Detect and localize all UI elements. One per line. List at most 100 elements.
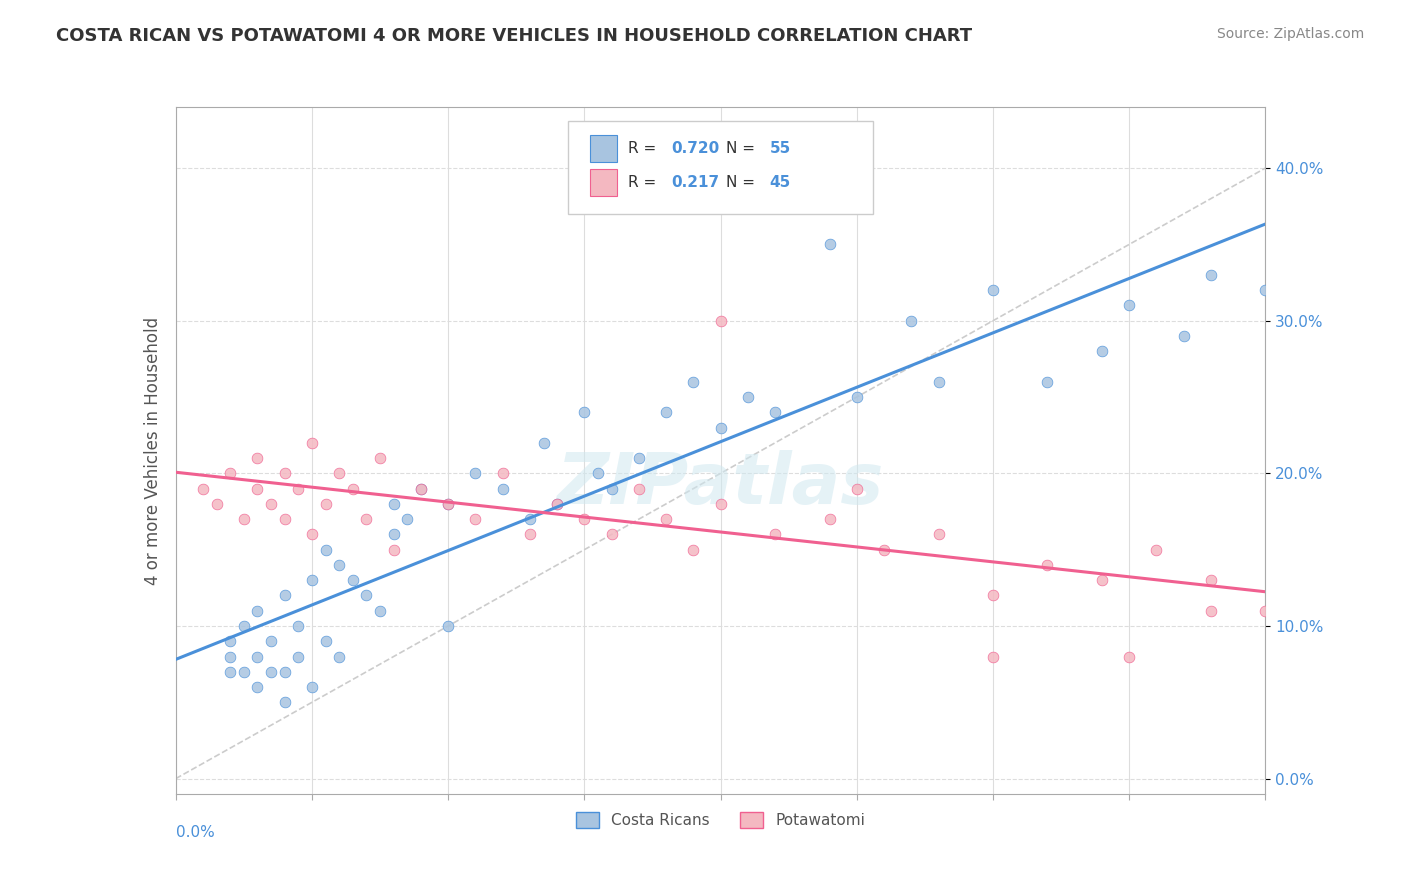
Legend: Costa Ricans, Potawatomi: Costa Ricans, Potawatomi (569, 806, 872, 834)
Point (219, 634, 242, 648)
Point (1036, 375, 1059, 389)
Point (1091, 573, 1114, 587)
Point (382, 497, 405, 511)
Point (368, 451, 391, 466)
Point (1091, 344, 1114, 359)
Text: Source: ZipAtlas.com: Source: ZipAtlas.com (1216, 27, 1364, 41)
Text: N =: N = (725, 175, 759, 190)
Point (682, 375, 704, 389)
Point (519, 512, 541, 526)
Point (981, 283, 1004, 297)
Point (492, 482, 515, 496)
Point (219, 467, 242, 481)
Point (356, 512, 378, 526)
Point (845, 482, 868, 496)
Point (586, 467, 609, 481)
Point (382, 527, 405, 541)
Point (928, 375, 950, 389)
Point (710, 497, 733, 511)
Point (219, 649, 242, 664)
Point (464, 512, 486, 526)
Point (274, 665, 297, 679)
Point (900, 314, 922, 328)
Point (205, 497, 228, 511)
Point (246, 451, 269, 466)
Point (627, 482, 650, 496)
FancyBboxPatch shape (568, 120, 873, 213)
Point (655, 512, 678, 526)
Point (191, 482, 214, 496)
Text: 45: 45 (769, 175, 790, 190)
Point (737, 390, 759, 404)
Point (1254, 283, 1277, 297)
Point (396, 512, 419, 526)
Point (246, 649, 269, 664)
Point (600, 527, 623, 541)
Y-axis label: 4 or more Vehicles in Household: 4 or more Vehicles in Household (143, 317, 162, 584)
Point (260, 634, 283, 648)
Point (260, 497, 283, 511)
Point (928, 527, 950, 541)
Text: 0.720: 0.720 (672, 141, 720, 156)
Point (356, 589, 378, 603)
Point (274, 512, 297, 526)
Point (1036, 558, 1059, 572)
Point (1144, 542, 1167, 557)
Point (274, 467, 297, 481)
Point (437, 497, 460, 511)
Point (1118, 649, 1140, 664)
Point (287, 649, 309, 664)
Point (682, 542, 704, 557)
Point (533, 435, 555, 450)
Point (574, 512, 596, 526)
Point (274, 695, 297, 709)
Point (710, 314, 733, 328)
Point (1199, 268, 1222, 282)
Point (981, 649, 1004, 664)
Point (600, 482, 623, 496)
Point (260, 665, 283, 679)
Point (1173, 329, 1195, 343)
Point (492, 467, 515, 481)
Point (246, 482, 269, 496)
Point (1199, 573, 1222, 587)
Point (368, 604, 391, 618)
Point (232, 665, 254, 679)
Point (315, 497, 337, 511)
Text: R =: R = (628, 175, 661, 190)
Text: 55: 55 (769, 141, 790, 156)
Point (763, 527, 786, 541)
Point (1199, 604, 1222, 618)
Point (574, 405, 596, 419)
Point (1254, 604, 1277, 618)
Point (655, 405, 678, 419)
Point (232, 512, 254, 526)
Point (546, 497, 568, 511)
Point (873, 542, 896, 557)
Point (274, 589, 297, 603)
Point (328, 558, 350, 572)
Point (519, 527, 541, 541)
Point (219, 665, 242, 679)
Point (464, 467, 486, 481)
Point (409, 482, 432, 496)
Text: COSTA RICAN VS POTAWATOMI 4 OR MORE VEHICLES IN HOUSEHOLD CORRELATION CHART: COSTA RICAN VS POTAWATOMI 4 OR MORE VEHI… (56, 27, 973, 45)
Text: R =: R = (628, 141, 661, 156)
Point (818, 237, 841, 252)
Point (981, 589, 1004, 603)
Text: N =: N = (725, 141, 759, 156)
Point (382, 542, 405, 557)
Point (342, 482, 364, 496)
Point (710, 420, 733, 434)
Point (232, 619, 254, 633)
Point (546, 497, 568, 511)
Point (328, 467, 350, 481)
Point (301, 435, 323, 450)
Point (763, 405, 786, 419)
Point (328, 649, 350, 664)
Text: 0.217: 0.217 (672, 175, 720, 190)
Point (246, 680, 269, 694)
Point (246, 604, 269, 618)
Point (437, 619, 460, 633)
Point (315, 542, 337, 557)
